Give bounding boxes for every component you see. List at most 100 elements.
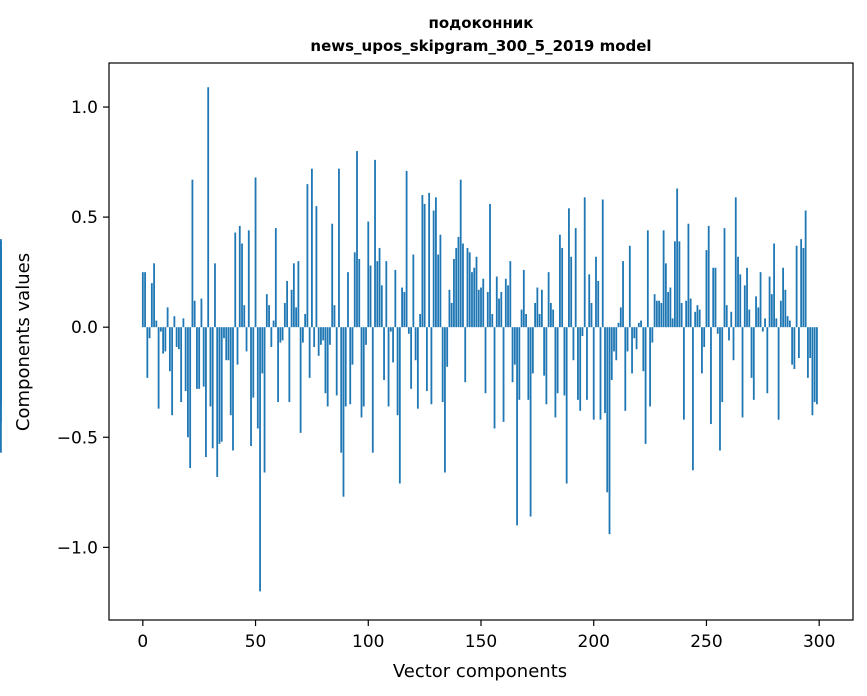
bar-212 bbox=[619, 307, 622, 328]
bar-10 bbox=[164, 327, 167, 352]
bar-85 bbox=[333, 305, 336, 328]
bar-71 bbox=[301, 327, 304, 343]
bar-200 bbox=[592, 327, 595, 420]
bar-132 bbox=[439, 234, 442, 328]
bar-163 bbox=[509, 261, 512, 328]
bar-122 bbox=[416, 327, 419, 409]
bar-116 bbox=[403, 291, 406, 328]
bar-107 bbox=[383, 327, 385, 381]
bar-13 bbox=[171, 327, 174, 416]
bar-49 bbox=[252, 327, 255, 398]
bar-284 bbox=[782, 267, 785, 328]
bar-193 bbox=[577, 327, 579, 400]
bar-81 bbox=[324, 327, 327, 394]
bar-182 bbox=[552, 309, 555, 328]
bar-221 bbox=[640, 320, 642, 328]
bar-97 bbox=[360, 327, 363, 418]
bar-287 bbox=[788, 320, 791, 328]
bar-30 bbox=[209, 327, 212, 407]
bar-59 bbox=[274, 228, 277, 328]
bar-195 bbox=[581, 327, 584, 336]
bar-33 bbox=[216, 327, 219, 477]
bar-250 bbox=[705, 250, 708, 328]
bar-145 bbox=[468, 252, 471, 328]
bar-66 bbox=[290, 289, 293, 328]
bar-67 bbox=[292, 263, 295, 328]
bar-258 bbox=[723, 228, 726, 328]
bar-177 bbox=[540, 289, 543, 328]
bar-108 bbox=[385, 261, 388, 328]
bar-299 bbox=[816, 327, 818, 405]
bar-291 bbox=[797, 327, 800, 359]
bar-211 bbox=[617, 322, 620, 328]
bar-281 bbox=[775, 318, 778, 328]
bar-95 bbox=[356, 151, 358, 328]
bar-69 bbox=[297, 261, 300, 328]
bar-96 bbox=[358, 258, 361, 328]
bar-8 bbox=[159, 327, 162, 332]
bar-174 bbox=[534, 302, 537, 328]
bar-129 bbox=[432, 210, 435, 328]
bar-246 bbox=[696, 305, 699, 328]
bar-143 bbox=[464, 327, 467, 383]
bar-58 bbox=[272, 320, 275, 328]
bar-40 bbox=[232, 327, 234, 451]
bar-157 bbox=[495, 276, 498, 328]
bar-223 bbox=[644, 327, 647, 444]
bar-65 bbox=[288, 327, 291, 403]
bar-26 bbox=[200, 298, 203, 328]
bar-152 bbox=[484, 327, 487, 394]
bar-168 bbox=[520, 309, 523, 328]
bar-239 bbox=[680, 302, 683, 328]
bar-103 bbox=[374, 159, 376, 328]
bar-121 bbox=[414, 327, 417, 361]
bar-218 bbox=[633, 327, 636, 339]
bar-93 bbox=[351, 327, 354, 365]
bar-201 bbox=[595, 256, 597, 328]
bar-259 bbox=[725, 305, 728, 328]
bar-61 bbox=[279, 327, 282, 343]
bar-184 bbox=[556, 327, 559, 394]
bar-289 bbox=[793, 327, 796, 370]
bar-77 bbox=[315, 206, 318, 328]
bar-161 bbox=[504, 278, 507, 328]
x-axis-ticks: 0 50 100 150 200 250 300 bbox=[137, 620, 835, 652]
bar-147 bbox=[473, 267, 476, 328]
bar-7 bbox=[157, 327, 160, 409]
bar-128 bbox=[430, 327, 433, 405]
bar-14 bbox=[173, 316, 176, 328]
bar-83 bbox=[329, 327, 331, 345]
bar-209 bbox=[613, 327, 615, 352]
bar-267 bbox=[743, 285, 746, 328]
bar-150 bbox=[480, 287, 482, 328]
bar-4 bbox=[150, 283, 153, 328]
bar-181 bbox=[549, 302, 552, 328]
bar-234 bbox=[669, 287, 672, 328]
bar-62 bbox=[281, 327, 284, 341]
bar-117 bbox=[405, 170, 408, 328]
chart-subtitle: news_upos_skipgram_300_5_2019 model bbox=[310, 37, 651, 55]
bar-114 bbox=[398, 327, 401, 484]
bar-73 bbox=[306, 184, 309, 328]
bar-170 bbox=[525, 313, 527, 328]
bar-187 bbox=[563, 327, 566, 396]
bar-278 bbox=[768, 276, 771, 328]
bar-43 bbox=[238, 225, 241, 328]
bar-63 bbox=[283, 302, 286, 328]
bar-118 bbox=[407, 327, 410, 334]
bar-169 bbox=[522, 269, 525, 328]
bar-151 bbox=[482, 278, 485, 328]
bar-32 bbox=[214, 263, 216, 328]
bar-17 bbox=[180, 327, 183, 403]
bar-219 bbox=[635, 327, 638, 350]
bar-44 bbox=[241, 243, 243, 328]
bar-275 bbox=[761, 327, 764, 332]
bar-106 bbox=[380, 285, 383, 328]
bar-158 bbox=[498, 298, 500, 328]
bar-217 bbox=[631, 327, 633, 374]
bar-undefined bbox=[0, 327, 2, 453]
bar-188 bbox=[565, 327, 568, 484]
bar-140 bbox=[457, 236, 460, 328]
bar-189 bbox=[568, 208, 570, 328]
bar-137 bbox=[450, 302, 453, 328]
